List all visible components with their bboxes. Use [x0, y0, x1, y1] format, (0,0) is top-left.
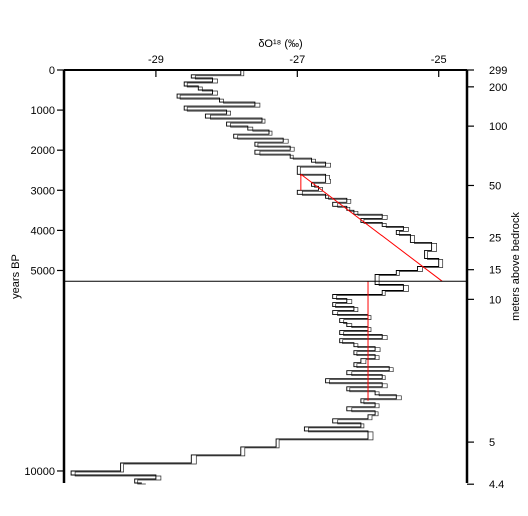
x-tick-label: -29	[148, 54, 164, 66]
y-right-tick-label: 10	[489, 294, 501, 306]
y-left-tick-label: 10000	[24, 466, 55, 478]
y-right-tick-label: 15	[489, 265, 501, 277]
trend-line	[300, 173, 443, 282]
y-right-tick-label: 50	[489, 180, 501, 192]
y-right-axis-title: meters above bedrock	[510, 212, 522, 321]
data-series-line	[70, 70, 440, 484]
y-right-tick-label: 100	[489, 121, 507, 133]
y-right-tick-label: 299	[489, 65, 507, 77]
y-left-axis-title: years BP	[10, 254, 22, 299]
x-tick-label: -27	[289, 54, 305, 66]
y-left-tick-label: 0	[49, 65, 55, 77]
y-left-tick-label: 3000	[31, 185, 55, 197]
y-right-tick-label: 5	[489, 437, 495, 449]
y-right-tick-label: 25	[489, 233, 501, 245]
y-right-tick-label: 200	[489, 82, 507, 94]
y-right-tick-label: 4.4	[489, 479, 504, 491]
y-left-tick-label: 4000	[31, 225, 55, 237]
y-left-tick-label: 2000	[31, 145, 55, 157]
data-series-envelope	[74, 71, 444, 485]
y-left-tick-label: 5000	[31, 265, 55, 277]
y-left-tick-label: 1000	[31, 105, 55, 117]
x-tick-label: -25	[431, 54, 447, 66]
x-axis-title: δO¹⁸ (‰)	[258, 38, 302, 50]
